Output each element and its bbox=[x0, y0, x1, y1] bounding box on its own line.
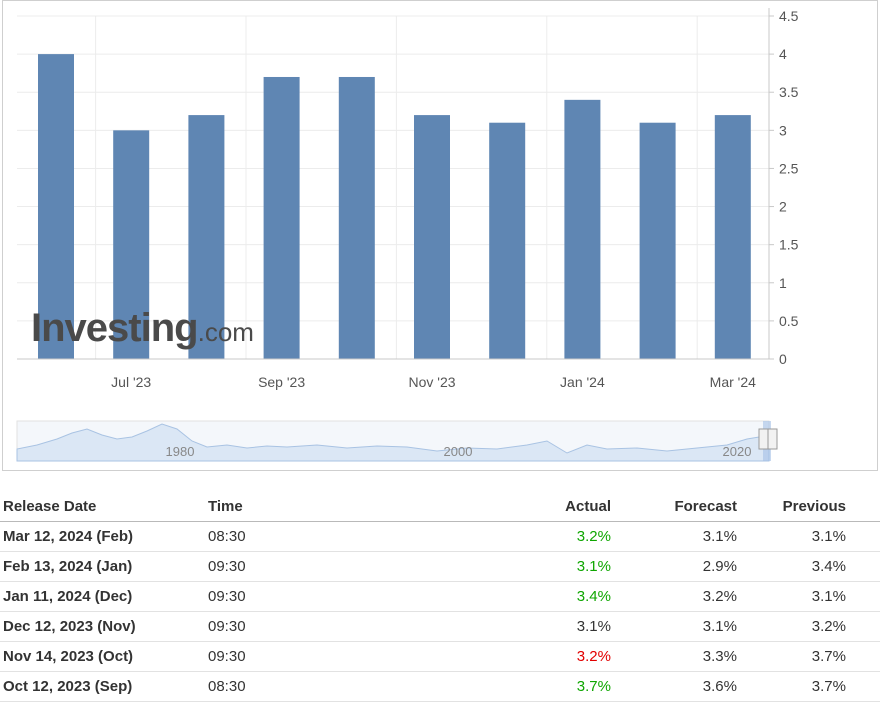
x-tick-label: Jul '23 bbox=[111, 374, 151, 390]
cell-previous: 3.7% bbox=[737, 641, 880, 672]
y-tick-label: 0.5 bbox=[779, 313, 799, 329]
cell-previous: 3.7% bbox=[737, 671, 880, 702]
y-tick-label: 1.5 bbox=[779, 237, 799, 253]
cell-forecast: 3.6% bbox=[611, 671, 737, 702]
bar-chart: 0 0.5 1 1.5 2 2.5 3 3.5 4 4.5 Jul '23 Sep '23 Nov '2… bbox=[16, 8, 799, 462]
chart-container: 0 0.5 1 1.5 2 2.5 3 3.5 4 4.5 Jul '23 Sep '23 Nov '2… bbox=[2, 0, 878, 471]
cell-time: 08:30 bbox=[208, 521, 408, 552]
y-tick-label: 3 bbox=[779, 122, 787, 138]
navigator-right-handle[interactable] bbox=[767, 428, 778, 450]
cell-previous: 3.1% bbox=[737, 521, 880, 552]
cell-release-date: Mar 12, 2024 (Feb) bbox=[0, 521, 208, 552]
bar bbox=[38, 54, 74, 359]
cell-actual: 3.4% bbox=[408, 581, 611, 612]
header-release-date[interactable]: Release Date bbox=[0, 491, 208, 522]
cell-time: 08:30 bbox=[208, 671, 408, 702]
navigator-series-area bbox=[16, 423, 770, 462]
bar bbox=[714, 115, 751, 359]
cell-forecast: 3.1% bbox=[611, 521, 737, 552]
x-tick-label: Sep '23 bbox=[258, 374, 305, 390]
table-row: Nov 14, 2023 (Oct) 09:30 3.2% 3.3% 3.7% bbox=[0, 641, 880, 672]
navigator-tick-label: 2000 bbox=[444, 444, 473, 459]
table-row: Mar 12, 2024 (Feb) 08:30 3.2% 3.1% 3.1% bbox=[0, 521, 880, 552]
x-tick-label: Jan '24 bbox=[560, 374, 605, 390]
cell-forecast: 2.9% bbox=[611, 551, 737, 582]
navigator-tick-label: 1980 bbox=[166, 444, 195, 459]
y-tick-label: 2 bbox=[779, 199, 787, 215]
cell-previous: 3.4% bbox=[737, 551, 880, 582]
cell-release-date: Nov 14, 2023 (Oct) bbox=[0, 641, 208, 672]
y-tick-label: 2.5 bbox=[779, 160, 799, 176]
bar bbox=[188, 115, 225, 359]
bar bbox=[338, 76, 375, 359]
investing-watermark-logo: Investing.com bbox=[31, 306, 254, 350]
cell-time: 09:30 bbox=[208, 611, 408, 642]
cell-actual: 3.1% bbox=[408, 611, 611, 642]
cell-forecast: 3.2% bbox=[611, 581, 737, 612]
x-tick-label: Mar '24 bbox=[710, 374, 756, 390]
cell-release-date: Oct 12, 2023 (Sep) bbox=[0, 671, 208, 702]
bar bbox=[489, 122, 526, 359]
header-time[interactable]: Time bbox=[208, 491, 408, 522]
cell-release-date: Feb 13, 2024 (Jan) bbox=[0, 551, 208, 582]
header-forecast[interactable]: Forecast bbox=[611, 491, 737, 522]
bar bbox=[414, 115, 450, 359]
table-row: Oct 12, 2023 (Sep) 08:30 3.7% 3.6% 3.7% bbox=[0, 671, 880, 702]
cell-release-date: Jan 11, 2024 (Dec) bbox=[0, 581, 208, 612]
cell-actual: 3.1% bbox=[408, 551, 611, 582]
header-previous[interactable]: Previous bbox=[737, 491, 880, 522]
header-actual[interactable]: Actual bbox=[408, 491, 611, 522]
y-tick-label: 4.5 bbox=[779, 8, 799, 24]
x-tick-label: Nov '23 bbox=[408, 374, 455, 390]
cell-previous: 3.2% bbox=[737, 611, 880, 642]
table-row: Jan 11, 2024 (Dec) 09:30 3.4% 3.2% 3.1% bbox=[0, 581, 880, 612]
navigator-tick-label: 2020 bbox=[723, 444, 752, 459]
cell-forecast: 3.1% bbox=[611, 611, 737, 642]
y-tick-label: 0 bbox=[779, 351, 787, 367]
release-history-table: Release Date Time Actual Forecast Previo… bbox=[0, 491, 880, 702]
bar bbox=[113, 130, 150, 359]
bar bbox=[639, 122, 676, 359]
bar bbox=[564, 99, 601, 359]
y-tick-label: 4 bbox=[779, 46, 787, 62]
cell-release-date: Dec 12, 2023 (Nov) bbox=[0, 611, 208, 642]
cell-previous: 3.1% bbox=[737, 581, 880, 612]
table-row: Feb 13, 2024 (Jan) 09:30 3.1% 2.9% 3.4% bbox=[0, 551, 880, 582]
cell-actual: 3.2% bbox=[408, 521, 611, 552]
bar bbox=[263, 76, 300, 359]
cell-forecast: 3.3% bbox=[611, 641, 737, 672]
y-tick-label: 3.5 bbox=[779, 84, 799, 100]
cell-time: 09:30 bbox=[208, 641, 408, 672]
navigator-left-handle[interactable] bbox=[758, 428, 769, 450]
cell-time: 09:30 bbox=[208, 581, 408, 612]
y-tick-label: 1 bbox=[779, 275, 787, 291]
cell-actual: 3.2% bbox=[408, 641, 611, 672]
cell-actual: 3.7% bbox=[408, 671, 611, 702]
cell-time: 09:30 bbox=[208, 551, 408, 582]
table-row: Dec 12, 2023 (Nov) 09:30 3.1% 3.1% 3.2% bbox=[0, 611, 880, 642]
table-header-row: Release Date Time Actual Forecast Previo… bbox=[0, 491, 880, 522]
